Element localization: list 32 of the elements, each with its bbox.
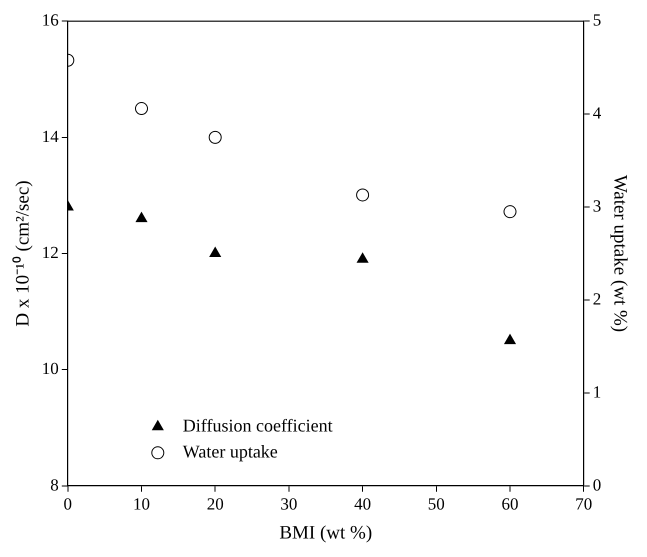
point (135, 102, 148, 116)
y-tick-label: 14 (42, 126, 60, 146)
x-tick-label: 70 (575, 494, 592, 514)
point (356, 188, 370, 202)
point (504, 334, 516, 344)
y-axis-title: D x 10⁻¹⁰ (cm²/sec) (11, 180, 34, 327)
y2-tick-label: 4 (592, 104, 602, 123)
x-tick-label: 0 (64, 494, 72, 514)
point (356, 252, 368, 263)
y2-axis-title: Water uptake (wt %) (610, 174, 631, 332)
y-tick-label: 12 (42, 242, 59, 262)
point (136, 212, 148, 222)
x-axis-title: BMI (wt %) (279, 522, 372, 544)
x-tick-label: 50 (428, 494, 445, 514)
y-tick-label: 8 (50, 475, 59, 494)
x-tick-label: 30 (280, 494, 298, 514)
x-tick-label: 60 (502, 494, 518, 514)
x-tick-label: 10 (133, 494, 150, 514)
legend-label: Diffusion coefficient (182, 416, 333, 436)
point (208, 130, 222, 144)
y2-tick-label: 5 (592, 10, 602, 30)
point (210, 247, 221, 257)
x-tick-label: 40 (354, 494, 372, 514)
y-tick-label: 16 (42, 10, 59, 30)
x-tick-label: 20 (206, 494, 224, 514)
y2-tick-label: 3 (592, 196, 602, 216)
y-tick-label: 10 (42, 359, 59, 378)
y2-tick-label: 2 (592, 289, 602, 308)
point (504, 205, 516, 218)
y2-tick-label: 1 (592, 382, 602, 402)
y2-tick-label: 0 (592, 475, 602, 494)
legend-label: Water uptake (182, 442, 278, 462)
